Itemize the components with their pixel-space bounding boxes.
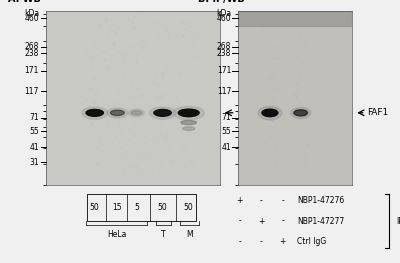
Text: +: + [279,237,286,246]
Text: 41: 41 [30,143,39,151]
Text: 50: 50 [184,203,194,212]
Ellipse shape [82,107,108,119]
Text: +: + [258,216,264,226]
Text: Ctrl IgG: Ctrl IgG [297,237,326,246]
Text: HeLa: HeLa [107,230,126,239]
Text: M: M [186,230,193,239]
Text: 31: 31 [30,158,39,166]
Text: 117: 117 [25,87,39,96]
Text: NBP1-47277: NBP1-47277 [297,216,344,226]
Ellipse shape [290,108,311,119]
Ellipse shape [178,109,199,117]
Text: B. IP/WB: B. IP/WB [198,0,245,3]
Bar [87,194,196,221]
Ellipse shape [154,109,171,116]
Text: -: - [260,237,262,246]
Text: 55: 55 [29,127,39,136]
Ellipse shape [110,110,124,116]
Text: 171: 171 [217,66,231,75]
Text: 50: 50 [158,203,168,212]
Ellipse shape [294,110,308,116]
Text: 268: 268 [25,42,39,51]
Text: -: - [260,196,262,205]
Text: 55: 55 [222,127,231,136]
Text: kDa: kDa [24,9,39,18]
Text: 15: 15 [112,203,122,212]
Text: 41: 41 [222,143,231,151]
Text: NBP1-47276: NBP1-47276 [297,196,344,205]
Ellipse shape [129,109,144,117]
Text: -: - [238,237,241,246]
Text: 171: 171 [25,66,39,75]
Text: A. WB: A. WB [8,0,40,3]
Ellipse shape [107,108,128,118]
Text: FAF1: FAF1 [367,108,388,117]
Ellipse shape [86,109,104,116]
Ellipse shape [182,127,195,130]
Text: T: T [161,230,166,239]
Ellipse shape [181,120,196,125]
Ellipse shape [258,107,282,120]
Ellipse shape [131,111,142,115]
Text: 5: 5 [134,203,139,212]
Text: FAF1: FAF1 [238,108,259,117]
Bar [238,11,352,26]
Text: 117: 117 [217,87,231,96]
Text: 50: 50 [90,203,100,212]
Text: kDa: kDa [216,9,231,18]
Text: -: - [238,216,241,226]
Text: +: + [237,196,243,205]
Ellipse shape [173,107,204,120]
Text: -: - [281,216,284,226]
Ellipse shape [150,107,176,119]
Ellipse shape [262,109,278,117]
Text: 71: 71 [30,113,39,122]
Text: 238: 238 [217,49,231,58]
Text: 268: 268 [217,42,231,51]
Text: 460: 460 [216,14,231,23]
Text: 460: 460 [24,14,39,23]
Text: -: - [281,196,284,205]
Text: IP: IP [396,216,400,226]
Text: 238: 238 [25,49,39,58]
Text: 71: 71 [222,113,231,122]
